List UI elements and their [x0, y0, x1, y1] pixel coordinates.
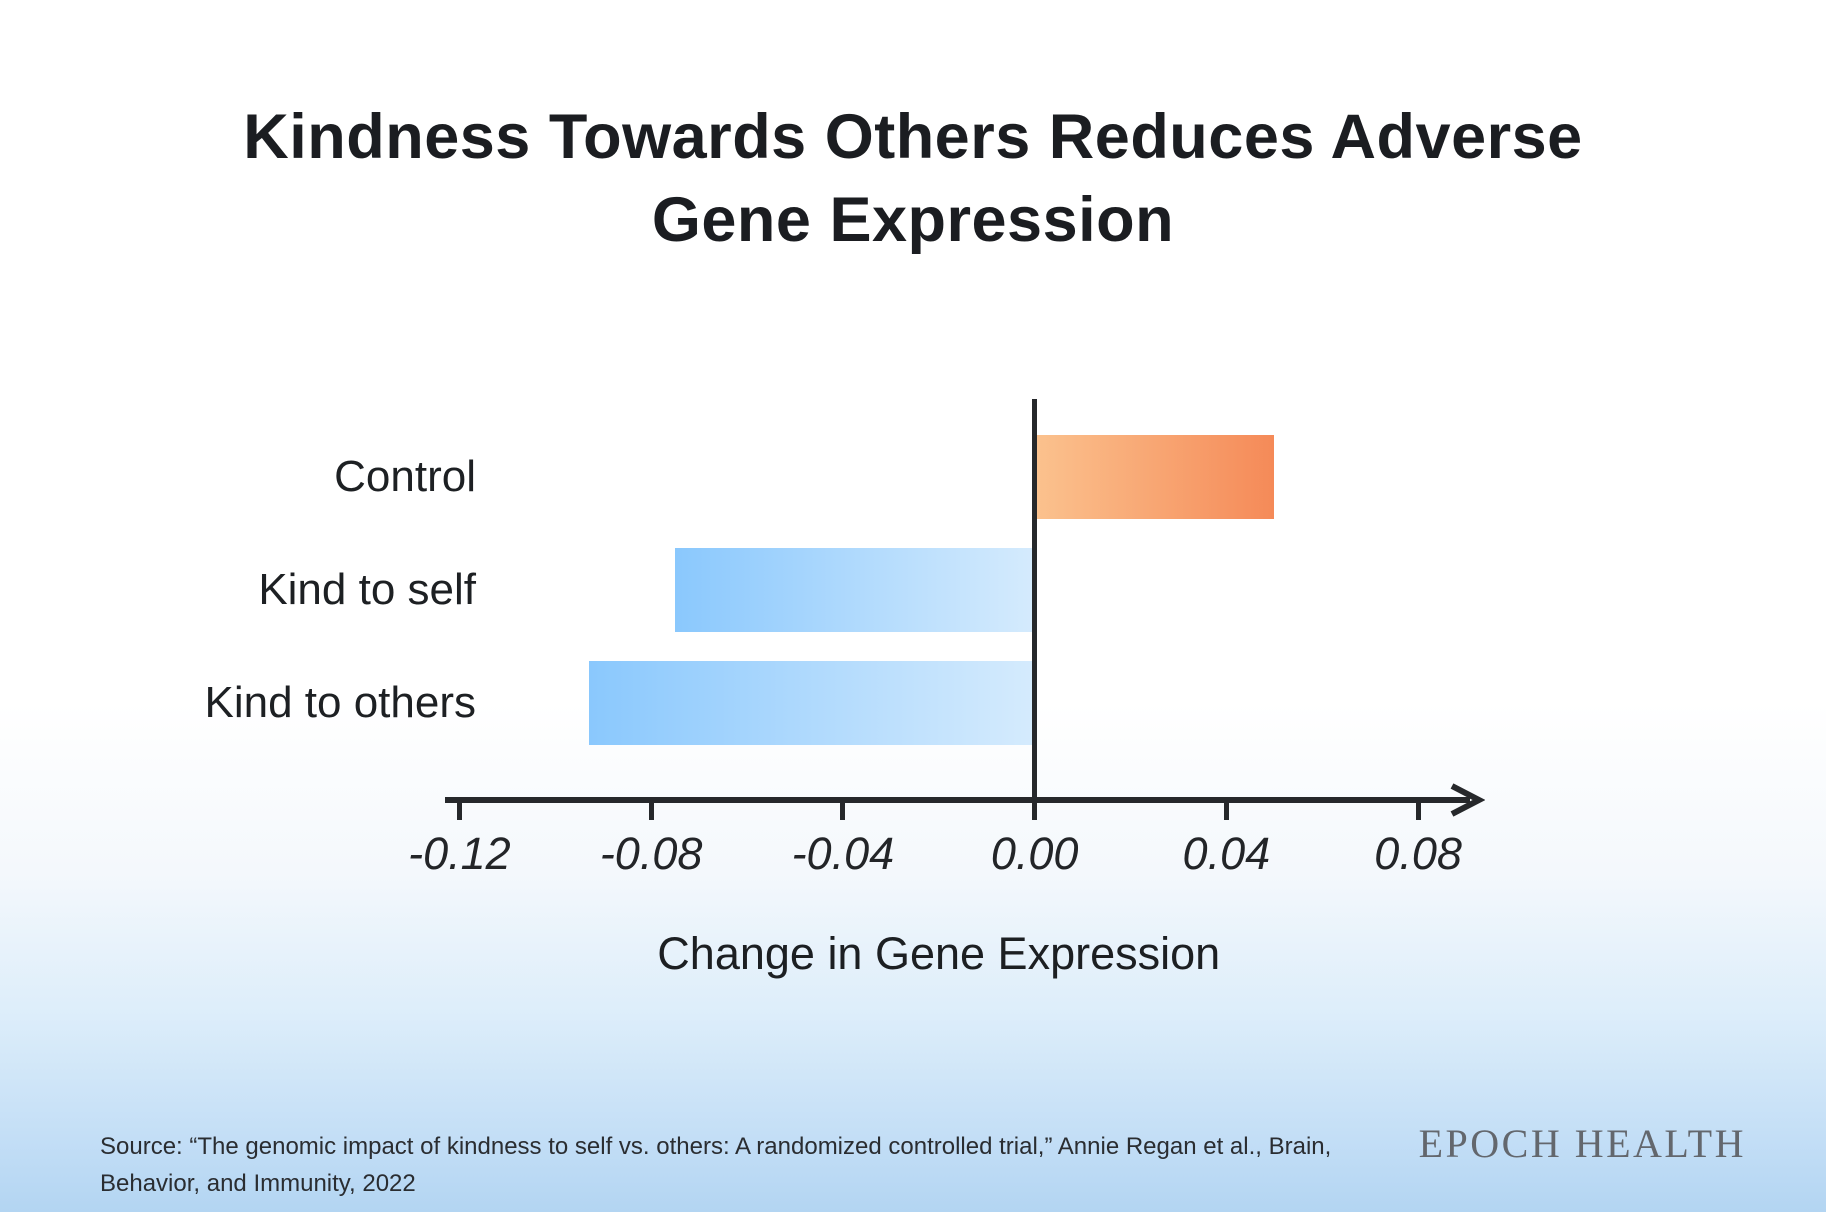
bar-chart: -0.12 -0.08 -0.04 0.00 0.04 0.08 Change in Ge… — [0, 390, 1826, 1030]
axis-tick-label: 0.08 — [1374, 828, 1462, 879]
category-label-kind-to-self: Kind to self — [258, 565, 476, 614]
zero-baseline — [1032, 399, 1038, 797]
axis-tick — [648, 803, 654, 820]
axis-tick-label: -0.08 — [599, 828, 703, 879]
x-axis-line — [445, 797, 1470, 803]
axis-tick — [840, 803, 846, 820]
axis-tick-label: -0.12 — [408, 828, 511, 879]
category-label-kind-to-others: Kind to others — [204, 678, 477, 727]
category-label-control: Control — [334, 452, 476, 501]
axis-tick-label: -0.04 — [791, 828, 895, 879]
source-line2: Behavior, and Immunity, 2022 — [100, 1170, 416, 1197]
plot-area: -0.12 -0.08 -0.04 0.00 0.04 0.08 — [408, 390, 1490, 879]
x-axis-label: Change in Gene Expression — [657, 928, 1221, 979]
axis-tick — [456, 803, 462, 820]
axis-tick — [1223, 803, 1229, 820]
axis-tick-label: 0.04 — [1182, 828, 1271, 879]
bar-control — [1034, 435, 1275, 519]
chart-title-line1: Kindness Towards Others Reduces Adverse — [243, 102, 1583, 172]
axis-tick-label: 0.00 — [990, 828, 1079, 879]
chart-title: Kindness Towards Others Reduces Adverse … — [0, 96, 1826, 262]
chart-title-line2: Gene Expression — [651, 185, 1175, 256]
epoch-health-logo: EPOCH HEALTH — [1418, 1121, 1746, 1166]
bar-kind-to-self — [675, 548, 1035, 632]
axis-tick — [1032, 803, 1038, 820]
source-citation: Source: “The genomic impact of kindness … — [100, 1128, 1331, 1202]
axis-tick — [1415, 803, 1421, 820]
source-line1: Source: “The genomic impact of kindness … — [100, 1133, 1332, 1160]
axis-arrow-icon — [1450, 783, 1485, 817]
bar-kind-to-others — [588, 661, 1035, 745]
